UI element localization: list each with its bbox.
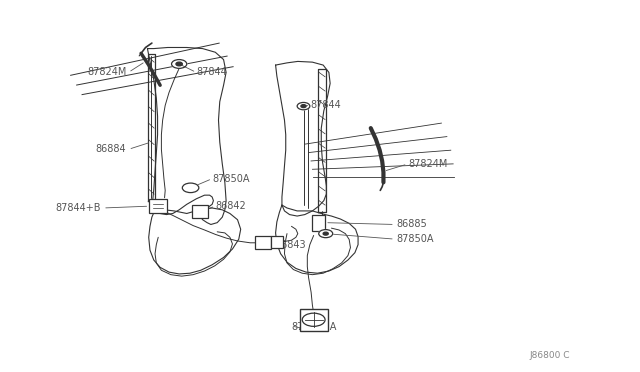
Text: J86800 C: J86800 C bbox=[529, 351, 570, 360]
Text: 86842: 86842 bbox=[215, 201, 246, 211]
FancyBboxPatch shape bbox=[255, 236, 271, 249]
Text: 86884: 86884 bbox=[96, 144, 127, 154]
FancyBboxPatch shape bbox=[300, 309, 328, 331]
FancyBboxPatch shape bbox=[312, 215, 325, 231]
Text: 86843: 86843 bbox=[276, 240, 306, 250]
FancyBboxPatch shape bbox=[149, 199, 167, 214]
Circle shape bbox=[301, 105, 306, 108]
Circle shape bbox=[323, 232, 328, 235]
Text: 87844: 87844 bbox=[196, 67, 227, 77]
Circle shape bbox=[182, 183, 199, 193]
Circle shape bbox=[176, 62, 182, 66]
Text: 87850A: 87850A bbox=[212, 174, 250, 184]
Text: 87824M: 87824M bbox=[87, 67, 127, 77]
Text: 87824M: 87824M bbox=[409, 159, 448, 169]
Circle shape bbox=[302, 313, 325, 326]
Text: 87850A: 87850A bbox=[396, 234, 434, 244]
FancyBboxPatch shape bbox=[192, 205, 208, 218]
Circle shape bbox=[319, 230, 333, 238]
Text: 87844+A: 87844+A bbox=[291, 322, 337, 332]
Text: 87844: 87844 bbox=[310, 100, 341, 110]
Text: 86885: 86885 bbox=[396, 219, 427, 230]
Circle shape bbox=[172, 60, 187, 68]
Text: 87844+B: 87844+B bbox=[56, 203, 101, 213]
Circle shape bbox=[297, 102, 310, 110]
FancyBboxPatch shape bbox=[271, 236, 284, 247]
